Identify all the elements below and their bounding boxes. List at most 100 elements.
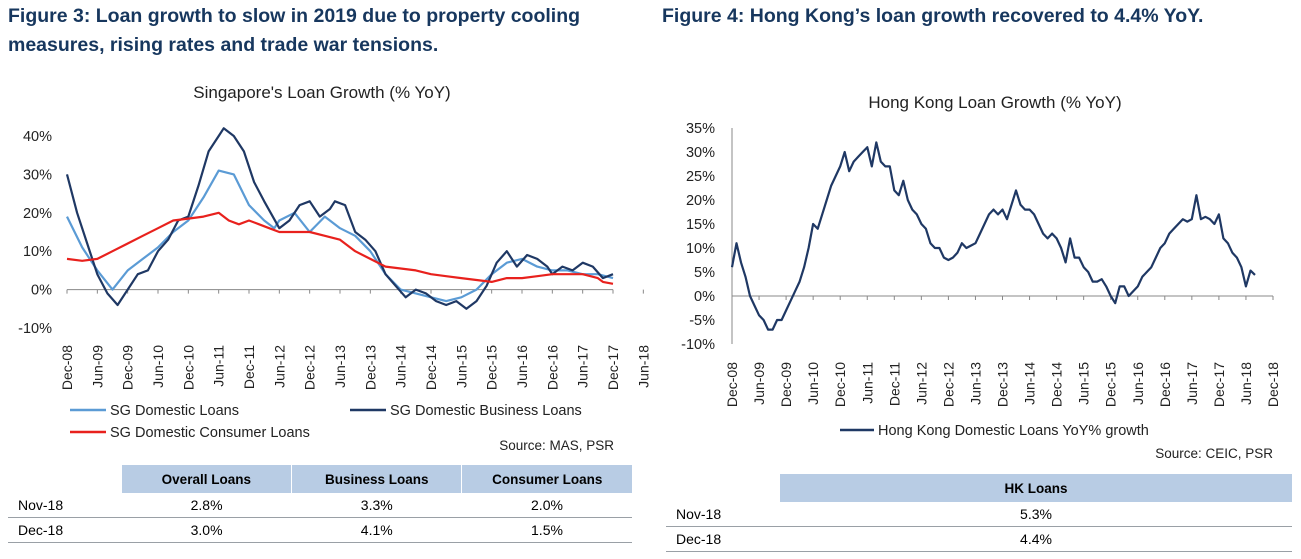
series-line-1 <box>65 127 614 310</box>
x-tick-label: Dec-12 <box>302 345 318 390</box>
series-line-0 <box>66 169 614 303</box>
x-tick-label: Jun-13 <box>332 345 348 388</box>
row-label: Nov-18 <box>8 493 122 518</box>
x-tick-label: Dec-09 <box>120 345 136 390</box>
table-header-business: Business Loans <box>291 465 463 493</box>
row-label: Nov-18 <box>666 502 780 527</box>
table-header-row: HK Loans <box>666 474 1292 502</box>
y-tick-label: 5% <box>694 265 715 281</box>
series-lines <box>65 127 614 310</box>
x-tick-label: Jun-10 <box>150 345 166 388</box>
row-label: Dec-18 <box>8 517 122 543</box>
row-label: Dec-18 <box>666 526 780 552</box>
y-tick-label: 30% <box>23 167 52 183</box>
x-tick-label: Dec-10 <box>832 362 848 407</box>
x-tick-label: Dec-11 <box>886 362 902 406</box>
y-tick-label: -10% <box>681 337 715 353</box>
chart-title: Singapore's Loan Growth (% YoY) <box>193 83 450 102</box>
cell-value: 5.3% <box>780 502 1292 527</box>
source-note: Source: MAS, PSR <box>499 438 614 453</box>
y-tick-label: 0% <box>694 289 715 305</box>
x-tick-label: Dec-16 <box>544 345 560 390</box>
y-tick-label: 40% <box>23 129 52 145</box>
x-tick-label: Dec-14 <box>423 345 439 390</box>
x-tick-label: Dec-10 <box>180 345 196 390</box>
x-tick-label: Jun-13 <box>967 362 983 405</box>
legend-label-sg-domestic: SG Domestic Loans <box>110 403 239 419</box>
x-tick-label: Jun-14 <box>1022 362 1038 405</box>
x-tick-label: Jun-09 <box>89 345 105 388</box>
singapore-loans-table: Overall Loans Business Loans Consumer Lo… <box>8 465 632 543</box>
x-tick-label: Jun-18 <box>1238 362 1254 405</box>
cell-value: 3.0% <box>121 517 292 543</box>
series-lines <box>730 141 1256 331</box>
cell-value: 2.8% <box>121 493 292 518</box>
x-tick-label: Jun-18 <box>635 345 650 388</box>
figure-3-title: Figure 3: Loan growth to slow in 2019 du… <box>8 5 581 56</box>
table-row: Dec-18 4.4% <box>666 526 1292 552</box>
chart-title: Hong Kong Loan Growth (% YoY) <box>868 93 1121 112</box>
x-tick-label: Dec-14 <box>1049 362 1065 407</box>
x-tick-label: Dec-17 <box>1211 362 1227 407</box>
x-axis: Dec-08 Jun-09 Dec-09 Jun-10 Dec-10 Jun-11 Dec-… <box>724 296 1281 407</box>
x-tick-label: Jun-15 <box>453 345 469 388</box>
hong-kong-loan-growth-chart: Hong Kong Loan Growth (% YoY) -10% -5% 0% 5… <box>681 93 1281 461</box>
y-axis: -10% -5% 0% 5% 10% 15% 20% 25% 30% 35% <box>681 121 733 353</box>
singapore-loan-growth-chart: Singapore's Loan Growth (% YoY) -10% 0% 10… <box>18 83 650 453</box>
legend: Hong Kong Domestic Loans YoY% growth <box>840 423 1149 439</box>
y-tick-label: 20% <box>686 193 715 209</box>
series-line-0 <box>730 141 1256 331</box>
figure-4-title: Figure 4: Hong Kong’s loan growth recove… <box>662 5 1204 27</box>
x-tick-label: Dec-08 <box>59 345 75 390</box>
x-tick-label: Dec-16 <box>1157 362 1173 407</box>
x-axis: Dec-08 Jun-09 Dec-09 Jun-10 Dec-10 Jun-11 Dec-… <box>59 289 650 390</box>
y-tick-label: 10% <box>23 244 52 260</box>
table-header-row: Overall Loans Business Loans Consumer Lo… <box>8 465 632 493</box>
x-tick-label: Jun-16 <box>1130 362 1146 405</box>
x-tick-label: Jun-12 <box>913 362 929 405</box>
table-row: Nov-18 5.3% <box>666 502 1292 527</box>
y-tick-label: 35% <box>686 121 715 137</box>
legend-label-sg-consumer: SG Domestic Consumer Loans <box>110 425 310 441</box>
table-header-blank <box>666 474 780 502</box>
y-tick-label: -10% <box>18 321 52 337</box>
table-header-consumer: Consumer Loans <box>461 465 632 493</box>
table-row: Dec-18 3.0% 4.1% 1.5% <box>8 517 632 543</box>
legend-label-sg-business: SG Domestic Business Loans <box>390 403 582 419</box>
legend: SG Domestic Loans SG Domestic Business L… <box>70 403 582 441</box>
x-tick-label: Dec-17 <box>605 345 621 390</box>
x-tick-label: Dec-13 <box>362 345 378 390</box>
x-tick-label: Dec-15 <box>1103 362 1119 407</box>
x-tick-label: Dec-18 <box>1265 362 1281 407</box>
x-tick-label: Jun-12 <box>271 345 287 388</box>
y-tick-label: 25% <box>686 169 715 185</box>
table-header-hk-loans: HK Loans <box>780 474 1292 502</box>
x-tick-label: Dec-08 <box>724 362 740 407</box>
x-tick-label: Jun-11 <box>859 362 875 404</box>
table-header-overall: Overall Loans <box>121 465 293 493</box>
x-tick-label: Jun-09 <box>751 362 767 405</box>
table-header-blank <box>8 465 122 493</box>
x-tick-label: Jun-15 <box>1076 362 1092 405</box>
x-tick-label: Dec-15 <box>484 345 500 390</box>
y-tick-label: 30% <box>686 145 715 161</box>
x-tick-label: Dec-11 <box>241 345 257 389</box>
y-tick-label: 15% <box>686 217 715 233</box>
x-tick-label: Dec-09 <box>778 362 794 407</box>
source-note: Source: CEIC, PSR <box>1155 446 1273 461</box>
y-tick-label: 10% <box>686 241 715 257</box>
cell-value: 1.5% <box>461 517 632 543</box>
table-row: Nov-18 2.8% 3.3% 2.0% <box>8 493 632 518</box>
cell-value: 3.3% <box>291 493 462 518</box>
y-tick-label: -5% <box>689 313 715 329</box>
hong-kong-loans-table: HK Loans Nov-18 5.3% Dec-18 4.4% <box>666 474 1292 552</box>
y-tick-label: 0% <box>31 283 52 299</box>
x-tick-label: Jun-11 <box>211 345 227 387</box>
x-tick-label: Jun-17 <box>575 345 591 388</box>
series-line-2 <box>66 211 614 285</box>
cell-value: 2.0% <box>461 493 632 518</box>
x-tick-label: Jun-10 <box>805 362 821 405</box>
x-tick-label: Jun-16 <box>514 345 530 388</box>
y-tick-label: 20% <box>23 206 52 222</box>
legend-label-hk-domestic: Hong Kong Domestic Loans YoY% growth <box>878 423 1149 439</box>
